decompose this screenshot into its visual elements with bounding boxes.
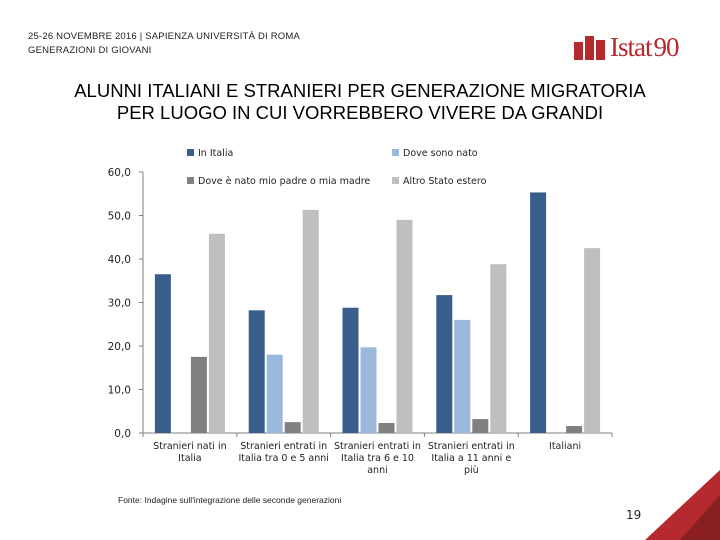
istat-logo-mark-icon (574, 36, 607, 60)
bar (248, 310, 265, 433)
logo-anniversary-number: 90 (653, 32, 680, 62)
bar (266, 354, 283, 433)
corner-decoration (645, 470, 720, 540)
x-category-label: Italiani (549, 441, 581, 452)
istat-logo: Istat90 (572, 30, 692, 66)
y-tick-label: 20,0 (108, 341, 131, 353)
bar (190, 356, 207, 433)
bar (454, 319, 471, 433)
x-category-label: Stranieri nati in (153, 441, 226, 452)
y-tick-label: 40,0 (108, 254, 131, 266)
chart-bars (154, 192, 601, 433)
x-category-label: Italia tra 0 e 5 anni (238, 453, 328, 464)
source-note: Fonte: Indagine sull'integrazione delle … (118, 495, 342, 505)
x-category-label: Italia (178, 453, 201, 464)
page-number: 19 (626, 508, 642, 522)
bar (154, 274, 171, 433)
bar (208, 233, 225, 433)
y-tick-label: 0,0 (114, 428, 131, 440)
bar (436, 295, 453, 433)
event-header: 25-26 NOVEMBRE 2016 | SAPIENZA UNIVERSIT… (28, 31, 301, 42)
chart-legend: In Italia Dove sono nato Dove è nato mio p… (187, 148, 487, 187)
bar (490, 264, 507, 433)
bar (284, 422, 301, 433)
legend-swatch (392, 149, 399, 156)
x-category-label: anni (367, 465, 388, 476)
slide-title-line-1: ALUNNI ITALIANI E STRANIERI PER GENERAZI… (74, 80, 646, 101)
y-tick-label: 60,0 (108, 167, 131, 179)
bar (472, 419, 489, 433)
logo-word: Istat (610, 32, 652, 62)
y-tick-label: 50,0 (108, 211, 131, 223)
section-header: GENERAZIONI DI GIOVANI (28, 45, 152, 56)
x-category-label: Stranieri entrati in (334, 441, 421, 452)
x-category-label: più (464, 465, 479, 476)
bar (302, 209, 319, 433)
bar (396, 219, 413, 433)
legend-label: In Italia (198, 148, 233, 159)
x-category-label: Stranieri entrati in (428, 441, 515, 452)
legend-swatch (392, 177, 399, 184)
bar (378, 422, 395, 433)
bar (360, 347, 377, 433)
slide-title: ALUNNI ITALIANI E STRANIERI PER GENERAZI… (20, 80, 700, 124)
legend-label: Dove è nato mio padre o mia madre (198, 176, 370, 187)
bar (584, 248, 601, 433)
legend-swatch (187, 177, 194, 184)
legend-swatch (187, 149, 194, 156)
legend-label: Altro Stato estero (403, 176, 487, 187)
x-category-label: Italia tra 6 e 10 (341, 453, 414, 464)
slide-title-line-2: PER LUOGO IN CUI VORREBBERO VIVERE DA GR… (116, 102, 604, 123)
x-category-label: Italia a 11 anni e (431, 453, 511, 464)
bar (530, 192, 547, 433)
istat-logo-text: Istat90 (610, 32, 680, 63)
bar (342, 307, 359, 433)
x-category-label: Stranieri entrati in (240, 441, 327, 452)
bar (566, 426, 583, 433)
legend-label: Dove sono nato (403, 148, 478, 159)
y-tick-label: 10,0 (108, 385, 131, 397)
y-tick-label: 30,0 (108, 298, 131, 310)
chart-axis-labels: 0,0 10,0 20,0 30,0 40,0 50,0 60,0 Stranieri nat… (108, 167, 582, 476)
